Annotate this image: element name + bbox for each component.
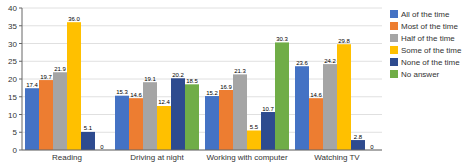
data-label: 5.1 bbox=[84, 125, 93, 131]
bar bbox=[323, 64, 337, 150]
x-tick-label: Driving at night bbox=[130, 153, 184, 162]
data-label: 30.3 bbox=[276, 36, 288, 42]
bar bbox=[309, 98, 323, 150]
y-tick-label: 15 bbox=[8, 93, 17, 102]
grid-line bbox=[22, 150, 382, 151]
data-label: 16.9 bbox=[220, 84, 232, 90]
bar bbox=[247, 130, 261, 150]
x-tick-label: Watching TV bbox=[314, 153, 360, 162]
data-label: 20.2 bbox=[172, 72, 184, 78]
bar bbox=[25, 88, 39, 150]
grid bbox=[22, 8, 382, 150]
x-axis: Reading Driving at night Working with comp… bbox=[22, 150, 382, 162]
legend-label: None of the time bbox=[401, 58, 460, 67]
y-tick-label: 30 bbox=[8, 40, 17, 49]
y-tick-label: 20 bbox=[8, 75, 17, 84]
bar bbox=[351, 140, 365, 150]
legend: All of the time Most of the time Half of t… bbox=[390, 10, 462, 79]
y-tick-label: 35 bbox=[8, 22, 17, 31]
y-tick-label: 25 bbox=[8, 57, 17, 66]
bar bbox=[171, 78, 185, 150]
y-axis-line bbox=[22, 8, 23, 150]
data-label: 24.2 bbox=[324, 58, 336, 64]
bar bbox=[337, 44, 351, 150]
bar bbox=[219, 90, 233, 150]
bar bbox=[53, 72, 67, 150]
bar bbox=[115, 96, 129, 150]
data-label: 29.8 bbox=[338, 38, 350, 44]
x-tick-label: Working with computer bbox=[206, 153, 288, 162]
data-label: 21.9 bbox=[54, 66, 66, 72]
data-label: 0 bbox=[370, 144, 374, 150]
data-label: 23.6 bbox=[296, 60, 308, 66]
data-label: 5.5 bbox=[250, 124, 259, 130]
data-label: 15.2 bbox=[206, 90, 218, 96]
bar bbox=[185, 84, 199, 150]
legend-swatch bbox=[390, 22, 398, 30]
chart: 0 5 10 15 20 25 30 35 40 17.4 15.3 15.2 23.6 19.7 14.6… bbox=[0, 0, 474, 166]
data-label: 2.8 bbox=[354, 134, 363, 140]
y-tick-label: 10 bbox=[8, 111, 17, 120]
bar bbox=[205, 96, 219, 150]
bar bbox=[39, 80, 53, 150]
data-label: 0 bbox=[100, 144, 104, 150]
y-tick-label: 0 bbox=[13, 146, 18, 155]
data-label: 19.7 bbox=[40, 74, 52, 80]
data-label: 10.7 bbox=[262, 106, 274, 112]
bar bbox=[81, 132, 95, 150]
y-tick-label: 40 bbox=[8, 4, 17, 13]
legend-swatch bbox=[390, 70, 398, 78]
data-label: 12.4 bbox=[158, 99, 170, 105]
data-label: 17.4 bbox=[26, 82, 38, 88]
bar bbox=[157, 106, 171, 150]
legend-swatch bbox=[390, 34, 398, 42]
bar bbox=[233, 74, 247, 150]
bar bbox=[67, 22, 81, 150]
bar bbox=[275, 42, 289, 150]
legend-label: All of the time bbox=[401, 10, 450, 19]
data-label: 15.3 bbox=[116, 89, 128, 95]
y-axis: 0 5 10 15 20 25 30 35 40 bbox=[8, 4, 22, 155]
legend-swatch bbox=[390, 10, 398, 18]
legend-label: Some of the time bbox=[401, 46, 462, 55]
bar bbox=[295, 66, 309, 150]
legend-swatch bbox=[390, 58, 398, 66]
data-labels: 17.4 15.3 15.2 23.6 19.7 14.6 16.9 14.6 21.9 19.1… bbox=[26, 16, 374, 150]
x-axis-line bbox=[22, 150, 382, 151]
bars bbox=[25, 22, 365, 150]
bar bbox=[143, 82, 157, 150]
bar bbox=[261, 112, 275, 150]
legend-swatch bbox=[390, 46, 398, 54]
data-label: 36.0 bbox=[68, 16, 80, 22]
legend-label: No answer bbox=[401, 70, 440, 79]
data-label: 14.6 bbox=[310, 92, 322, 98]
data-label: 19.1 bbox=[144, 76, 156, 82]
data-label: 21.3 bbox=[234, 68, 246, 74]
legend-label: Most of the time bbox=[401, 22, 458, 31]
data-label: 14.6 bbox=[130, 92, 142, 98]
x-tick-label: Reading bbox=[52, 153, 82, 162]
grid-line bbox=[22, 8, 382, 9]
legend-label: Half of the time bbox=[401, 34, 455, 43]
bar bbox=[129, 98, 143, 150]
y-tick-label: 5 bbox=[13, 128, 18, 137]
data-label: 18.5 bbox=[186, 78, 198, 84]
